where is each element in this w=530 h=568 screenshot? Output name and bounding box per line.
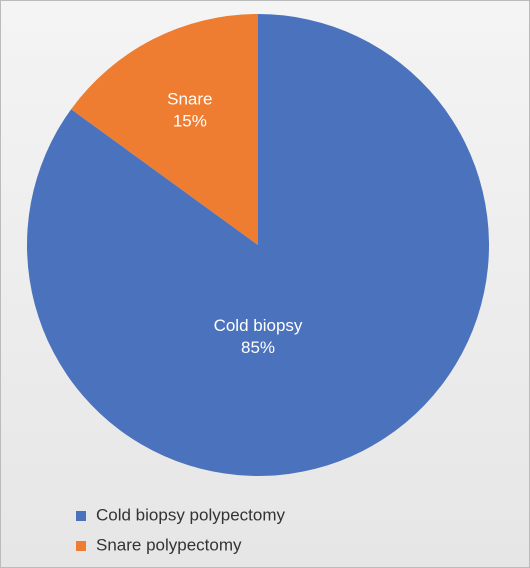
slice-value-label: 85%: [241, 338, 275, 357]
slice-label: Snare: [167, 90, 212, 109]
legend-label: Cold biopsy polypectomy: [96, 505, 285, 524]
legend-label: Snare polypectomy: [96, 535, 242, 554]
slice-value-label: 15%: [173, 112, 207, 131]
pie-slice: [71, 13, 259, 245]
legend-swatch: [76, 541, 86, 551]
slice-label: Cold biopsy: [214, 316, 303, 335]
legend-swatch: [76, 511, 86, 521]
pie-slice: [26, 14, 489, 476]
